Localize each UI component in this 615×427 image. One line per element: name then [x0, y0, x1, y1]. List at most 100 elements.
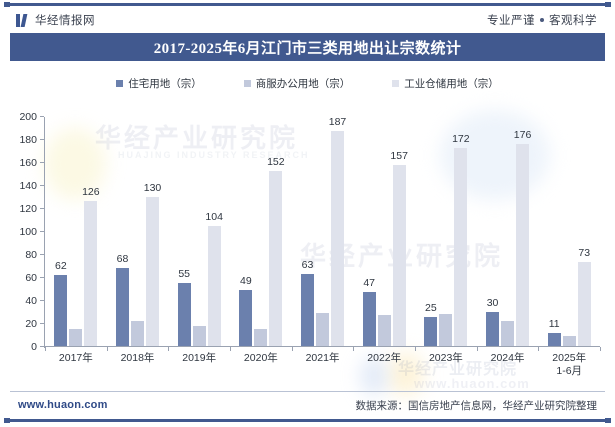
legend-swatch-icon-industrial [392, 79, 400, 87]
footer-divider [10, 391, 605, 392]
bar-group: 62 126 [45, 116, 107, 346]
bar-value-label: 47 [363, 276, 376, 289]
x-axis-tick [106, 347, 108, 351]
dot-separator-icon [540, 18, 544, 22]
brand-bar: 华经情报网 专业严谨 客观科学 [0, 8, 615, 32]
bar-value-label: 68 [116, 252, 129, 265]
y-axis-tick [40, 346, 44, 347]
y-axis-tick [40, 231, 44, 232]
bar-1-6[interactable] [439, 313, 453, 346]
bar-2-3[interactable]: 152 [267, 156, 285, 346]
x-axis-tick [168, 347, 170, 351]
bar-1-7[interactable] [501, 320, 515, 346]
y-axis-tick [40, 254, 44, 255]
bar-2-4[interactable]: 187 [329, 116, 346, 346]
y-axis-tick [40, 185, 44, 186]
y-axis-tick-label: 100 [19, 226, 37, 238]
legend-label-residential: 住宅用地（宗） [128, 77, 202, 90]
y-axis-tick [40, 323, 44, 324]
bar-2-6[interactable]: 172 [452, 133, 470, 346]
y-axis-tick [40, 277, 44, 278]
bar-0-0[interactable]: 62 [54, 260, 68, 346]
y-axis-tick-label: 200 [19, 111, 37, 123]
bar-1-1[interactable] [131, 320, 144, 346]
bar-group: 47 157 [353, 116, 415, 346]
bar-value-label: 63 [301, 258, 314, 271]
legend-swatch-icon-residential [116, 79, 124, 87]
x-axis-tick [415, 347, 416, 351]
bar-value-label: 172 [452, 133, 470, 146]
bar-value-label: 157 [390, 150, 408, 163]
bar-value-label: 25 [425, 302, 437, 315]
y-axis-tick-label: 180 [19, 134, 37, 146]
x-axis-tick [230, 347, 231, 351]
bar-value-label: 30 [486, 296, 499, 309]
bar-0-4[interactable]: 63 [301, 259, 315, 346]
y-axis-tick-label: 160 [19, 157, 37, 169]
legend-label-commercial: 商服办公用地（宗） [255, 77, 351, 90]
bar-0-6[interactable]: 25 [424, 302, 438, 346]
brand-name-label: 华经情报网 [35, 15, 95, 27]
bar-2-5[interactable]: 157 [390, 150, 408, 346]
x-axis-line [44, 346, 600, 347]
legend-item-commercial[interactable]: 商服办公用地（宗） [243, 76, 351, 91]
bar-0-7[interactable]: 30 [486, 297, 500, 346]
bar-2-1[interactable]: 130 [144, 182, 161, 346]
bar-0-2[interactable]: 55 [177, 268, 191, 346]
x-axis-label: 2020年 [243, 352, 278, 364]
bottom-rule-divider [4, 418, 611, 423]
bar-groups: 62 126 68 130 55 104 49 152 63 187 47 157 25 172 30 176… [45, 116, 600, 346]
footer-site-link[interactable]: www.huaon.com [18, 399, 108, 411]
footer-bar: www.huaon.com 数据来源：国信房地产信息网，华经产业研究院整理 [0, 392, 615, 418]
bar-2-2[interactable]: 104 [205, 211, 223, 346]
x-axis-label: 2022年 [367, 352, 402, 364]
bar-1-8[interactable] [562, 335, 576, 346]
bar-group: 25 172 [415, 116, 477, 346]
bar-group: 49 152 [230, 116, 292, 346]
x-axis-tick [291, 347, 293, 351]
y-axis-tick-label: 120 [19, 203, 37, 215]
y-axis-tick [40, 300, 44, 301]
bar-1-4[interactable] [316, 312, 330, 346]
y-axis-tick [40, 208, 44, 209]
bar-0-8[interactable]: 11 [547, 318, 561, 346]
x-axis-tick [600, 347, 601, 351]
top-rule-divider [4, 2, 611, 7]
bar-2-0[interactable]: 126 [82, 186, 100, 346]
huajing-logo-icon [16, 13, 29, 27]
bar-group: 11 73 [538, 116, 600, 346]
legend-item-industrial[interactable]: 工业仓储用地（宗） [392, 76, 499, 91]
bar-1-2[interactable] [192, 326, 206, 346]
y-axis-tick [40, 116, 44, 117]
bar-1-3[interactable] [254, 328, 268, 346]
bar-value-label: 62 [54, 259, 67, 272]
plot-area: 0 20 40 60 80 100 120 140 160 180 200 62 126 68 130 55… [19, 111, 601, 353]
bar-1-5[interactable] [377, 314, 391, 346]
brand-identity: 华经情报网 [16, 12, 95, 28]
legend-swatch-icon-commercial [243, 79, 251, 87]
x-axis-tick [45, 347, 46, 351]
bar-2-7[interactable]: 176 [514, 129, 531, 346]
x-axis-label: 2017年 [58, 352, 93, 364]
bar-0-1[interactable]: 68 [116, 253, 129, 346]
x-axis-label: 2025年 1-6月 [552, 352, 587, 377]
x-axis-label: 2018年 [120, 352, 155, 364]
legend-item-residential[interactable]: 住宅用地（宗） [116, 76, 202, 91]
bar-1-0[interactable] [69, 328, 83, 346]
y-axis-tick [40, 162, 44, 163]
bar-0-5[interactable]: 47 [362, 277, 376, 346]
bar-value-label: 152 [267, 156, 285, 169]
bar-value-label: 73 [578, 247, 591, 260]
bar-0-3[interactable]: 49 [239, 275, 253, 346]
bar-group: 68 130 [107, 116, 169, 346]
page-title: 2017-2025年6月江门市三类用地出让宗数统计 [153, 40, 462, 57]
bar-group: 63 187 [292, 116, 354, 346]
x-axis-tick [476, 347, 478, 351]
bar-2-8[interactable]: 73 [577, 247, 591, 346]
bar-value-label: 55 [178, 267, 191, 280]
chart-title-band: 2017-2025年6月江门市三类用地出让宗数统计 [10, 33, 605, 61]
bar-value-label: 176 [513, 128, 532, 141]
x-axis-tick [538, 347, 540, 351]
legend-label-industrial: 工业仓储用地（宗） [404, 77, 499, 90]
